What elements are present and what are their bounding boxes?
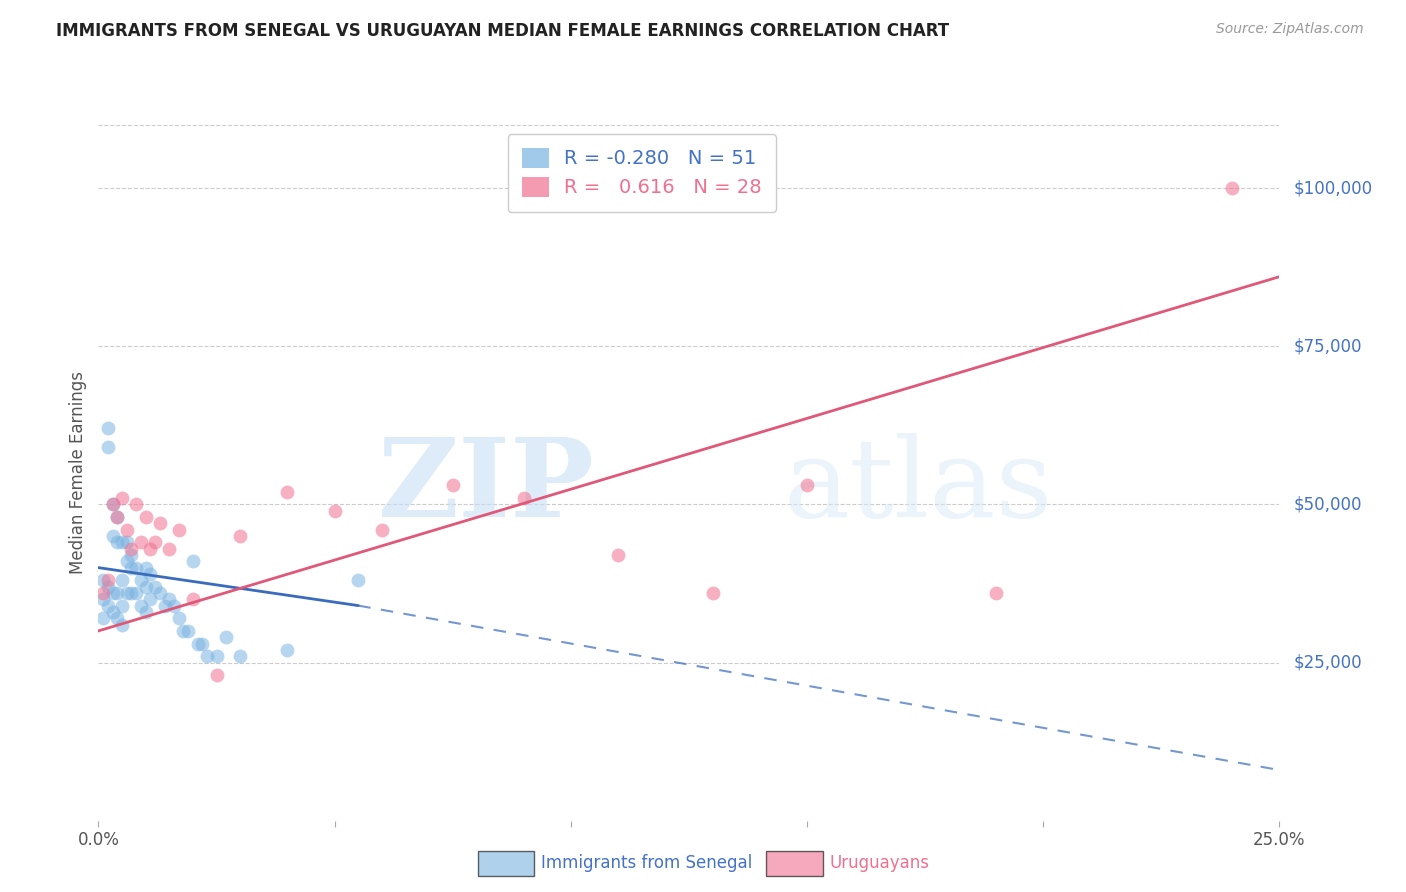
Point bbox=[97, 574, 120, 588]
Point bbox=[163, 599, 186, 613]
Text: IMMIGRANTS FROM SENEGAL VS URUGUAYAN MEDIAN FEMALE EARNINGS CORRELATION CHART: IMMIGRANTS FROM SENEGAL VS URUGUAYAN MED… bbox=[56, 22, 949, 40]
Point bbox=[121, 548, 143, 562]
Point bbox=[115, 523, 138, 537]
Point bbox=[105, 586, 128, 600]
Point bbox=[347, 574, 370, 588]
Point bbox=[111, 599, 134, 613]
Point bbox=[115, 535, 138, 549]
Point bbox=[105, 611, 128, 625]
Point bbox=[91, 611, 114, 625]
Point bbox=[323, 504, 346, 518]
Point bbox=[129, 574, 152, 588]
Point bbox=[125, 586, 148, 600]
Text: $25,000: $25,000 bbox=[1294, 654, 1362, 672]
Point bbox=[97, 441, 120, 455]
Point bbox=[91, 574, 114, 588]
Point bbox=[91, 586, 114, 600]
Point bbox=[125, 560, 148, 574]
Point bbox=[101, 586, 124, 600]
Legend: R = -0.280   N = 51, R =   0.616   N = 28: R = -0.280 N = 51, R = 0.616 N = 28 bbox=[508, 134, 776, 211]
Point bbox=[276, 484, 298, 499]
Point bbox=[121, 560, 143, 574]
Point bbox=[101, 605, 124, 619]
Point bbox=[512, 491, 534, 505]
Point bbox=[135, 580, 157, 594]
Text: $100,000: $100,000 bbox=[1294, 179, 1372, 197]
Point bbox=[129, 535, 152, 549]
Point bbox=[167, 611, 190, 625]
Point bbox=[121, 586, 143, 600]
Point bbox=[143, 535, 166, 549]
Point bbox=[205, 649, 228, 664]
Text: atlas: atlas bbox=[783, 434, 1053, 541]
Point bbox=[143, 580, 166, 594]
Point bbox=[115, 586, 138, 600]
Text: Immigrants from Senegal: Immigrants from Senegal bbox=[541, 855, 752, 872]
Point bbox=[702, 586, 724, 600]
Point bbox=[121, 541, 143, 556]
Point bbox=[139, 541, 162, 556]
Point bbox=[105, 510, 128, 524]
Point bbox=[195, 649, 218, 664]
Text: $50,000: $50,000 bbox=[1294, 495, 1362, 514]
Point bbox=[181, 592, 204, 607]
Point bbox=[135, 605, 157, 619]
Point bbox=[607, 548, 630, 562]
Point bbox=[105, 535, 128, 549]
Y-axis label: Median Female Earnings: Median Female Earnings bbox=[69, 371, 87, 574]
Point bbox=[97, 421, 120, 435]
Point bbox=[153, 599, 176, 613]
Point bbox=[115, 554, 138, 568]
Point bbox=[111, 574, 134, 588]
Point bbox=[181, 554, 204, 568]
Text: ZIP: ZIP bbox=[378, 434, 595, 541]
Point bbox=[177, 624, 200, 638]
Point bbox=[135, 510, 157, 524]
Point bbox=[111, 617, 134, 632]
Point bbox=[101, 497, 124, 511]
Point bbox=[187, 636, 209, 650]
Point bbox=[205, 668, 228, 682]
Point bbox=[984, 586, 1007, 600]
Point bbox=[101, 497, 124, 511]
Point bbox=[371, 523, 394, 537]
Text: $75,000: $75,000 bbox=[1294, 337, 1362, 355]
Point bbox=[276, 643, 298, 657]
Point bbox=[135, 560, 157, 574]
Point bbox=[97, 580, 120, 594]
Point bbox=[97, 599, 120, 613]
Point bbox=[229, 529, 252, 543]
Point bbox=[167, 523, 190, 537]
Point bbox=[229, 649, 252, 664]
Point bbox=[796, 478, 818, 492]
Point bbox=[149, 516, 172, 531]
Point bbox=[91, 592, 114, 607]
Text: Source: ZipAtlas.com: Source: ZipAtlas.com bbox=[1216, 22, 1364, 37]
Point bbox=[139, 592, 162, 607]
Point bbox=[149, 586, 172, 600]
Point bbox=[105, 510, 128, 524]
Point bbox=[101, 529, 124, 543]
Point bbox=[191, 636, 214, 650]
Point bbox=[129, 599, 152, 613]
Point bbox=[172, 624, 194, 638]
Text: Uruguayans: Uruguayans bbox=[830, 855, 929, 872]
Point bbox=[157, 592, 180, 607]
Point bbox=[139, 566, 162, 581]
Point bbox=[111, 491, 134, 505]
Point bbox=[111, 535, 134, 549]
Point bbox=[157, 541, 180, 556]
Point bbox=[1220, 181, 1243, 195]
Point bbox=[125, 497, 148, 511]
Point bbox=[215, 630, 238, 644]
Point bbox=[441, 478, 464, 492]
